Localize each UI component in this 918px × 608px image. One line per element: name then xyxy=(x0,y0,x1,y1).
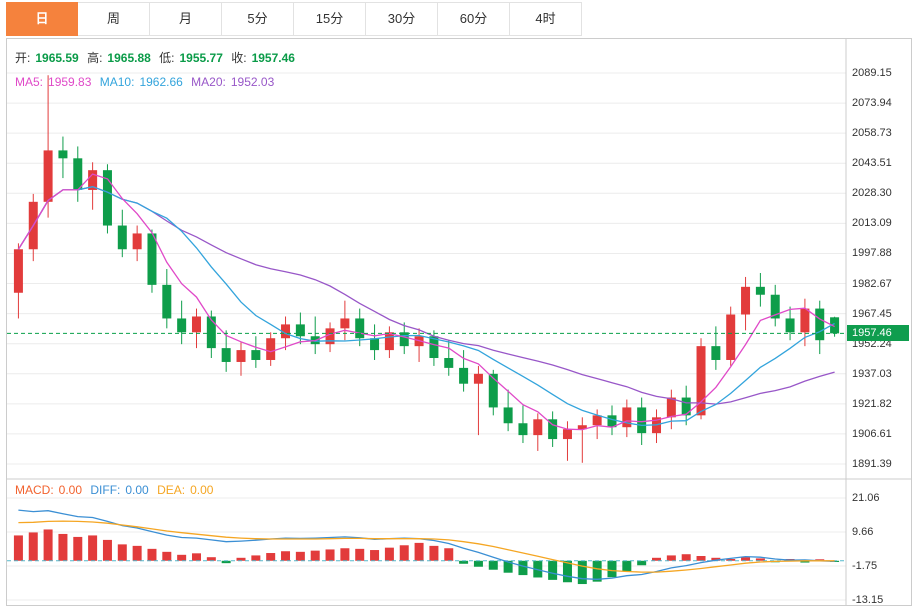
macd-axis-label: 9.66 xyxy=(852,526,874,538)
price-axis-label: 2073.94 xyxy=(852,97,892,110)
ma5-label: MA5: xyxy=(15,75,44,89)
macd-label: MACD: xyxy=(15,483,54,497)
macd-axis-label: 21.06 xyxy=(852,492,880,504)
ma10-label: MA10: xyxy=(99,75,135,89)
price-axis-label: 1937.03 xyxy=(852,367,892,380)
macd-axis: 21.06 9.66 -1.75 -13.15 xyxy=(846,39,911,606)
macd-axis-label: -13.15 xyxy=(852,594,884,606)
macd-histogram xyxy=(13,529,840,585)
close-label: 收: xyxy=(231,51,247,65)
ma20-value: 1952.03 xyxy=(230,75,275,89)
interval-tabbar: 日周月 5分 15分 30分 60分 4时 xyxy=(6,2,582,36)
ma5-line xyxy=(17,173,835,431)
macd-axis-label: -1.75 xyxy=(852,560,878,572)
price-axis-label: 1891.39 xyxy=(852,458,892,470)
price-axis-label: 2028.30 xyxy=(852,187,892,200)
tab-30min[interactable]: 30分 xyxy=(366,2,438,36)
diff-label: DIFF: xyxy=(90,483,121,497)
price-axis-label: 2013.09 xyxy=(852,217,892,230)
price-axis-label: 1967.45 xyxy=(852,307,892,320)
price-axis-label: 1906.61 xyxy=(852,427,892,440)
tab-day[interactable]: 日 xyxy=(6,2,78,36)
tab-15min[interactable]: 15分 xyxy=(294,2,366,36)
high-value: 1965.88 xyxy=(107,51,151,65)
ma10-value: 1962.66 xyxy=(139,75,183,89)
tab-5min[interactable]: 5分 xyxy=(222,2,294,36)
tab-60min[interactable]: 60分 xyxy=(438,2,510,36)
ma-legend-row: MA5: 1959.83 MA10: 1962.66 MA20: 1952.03 xyxy=(15,75,279,89)
macd-legend-row: MACD: 0.00 DIFF: 0.00 DEA: 0.00 xyxy=(15,483,218,497)
diff-value: 0.00 xyxy=(125,483,149,497)
ma5-value: 1959.83 xyxy=(48,75,92,89)
high-label: 高: xyxy=(87,51,103,65)
ma20-label: MA20: xyxy=(191,75,226,89)
price-axis-label: 2058.73 xyxy=(852,127,892,140)
price-axis-label: 2089.15 xyxy=(852,67,892,79)
chart-canvas[interactable] xyxy=(7,39,911,605)
gridlines xyxy=(7,39,911,605)
dea-line xyxy=(18,520,835,573)
price-axis-label: 2043.51 xyxy=(852,157,892,170)
low-label: 低: xyxy=(159,51,175,65)
price-axis-label: 1982.67 xyxy=(852,277,892,290)
tab-4hour[interactable]: 4时 xyxy=(510,2,582,36)
diff-line xyxy=(18,509,835,580)
price-axis-label: 1921.82 xyxy=(852,397,892,410)
dea-value: 0.00 xyxy=(190,483,214,497)
price-axis-label: 1997.88 xyxy=(852,247,892,260)
close-value: 1957.46 xyxy=(251,51,295,65)
dea-label: DEA: xyxy=(157,483,186,497)
low-value: 1955.77 xyxy=(179,51,223,65)
macd-value: 0.00 xyxy=(58,483,83,497)
ma10-line xyxy=(17,186,835,427)
tab-week[interactable]: 周 xyxy=(78,2,150,36)
open-label: 开: xyxy=(15,51,31,65)
current-price-badge: 1957.46 xyxy=(847,325,909,342)
price-axis: 2089.15 2073.94 2058.73 2043.51 2028.30 2013.… xyxy=(846,39,911,605)
tab-month[interactable]: 月 xyxy=(150,2,222,36)
open-value: 1965.59 xyxy=(35,51,79,65)
ohlc-info-row: 开: 1965.59 高: 1965.88 低: 1955.77 收: 1957.46 xyxy=(15,49,300,66)
chart-frame: 开: 1965.59 高: 1965.88 低: 1955.77 收: 1957.46 … xyxy=(6,38,912,606)
